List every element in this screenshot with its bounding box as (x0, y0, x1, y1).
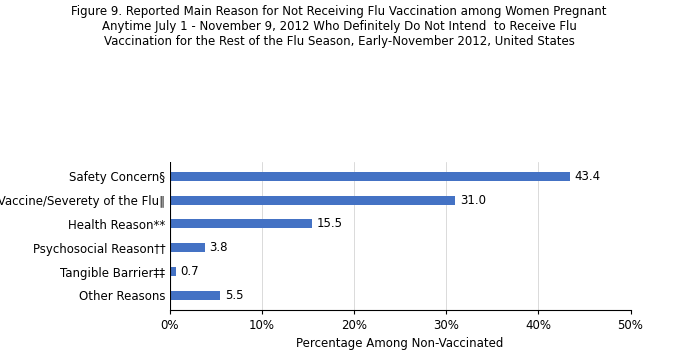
Bar (170, 219, 313, 228)
Text: 3.8: 3.8 (209, 241, 228, 254)
Text: 31.0: 31.0 (460, 194, 486, 207)
Bar (170, 196, 456, 205)
Bar (170, 172, 570, 181)
Text: 0.7: 0.7 (180, 265, 199, 278)
Bar (170, 291, 220, 300)
Text: 43.4: 43.4 (574, 170, 601, 183)
Bar (170, 267, 176, 276)
Bar (170, 243, 205, 252)
Text: 5.5: 5.5 (225, 289, 243, 302)
Text: Figure 9. Reported Main Reason for Not Receiving Flu Vaccination among Women Pre: Figure 9. Reported Main Reason for Not R… (71, 5, 607, 48)
Text: 15.5: 15.5 (317, 218, 343, 231)
X-axis label: Percentage Among Non-Vaccinated: Percentage Among Non-Vaccinated (296, 337, 504, 350)
